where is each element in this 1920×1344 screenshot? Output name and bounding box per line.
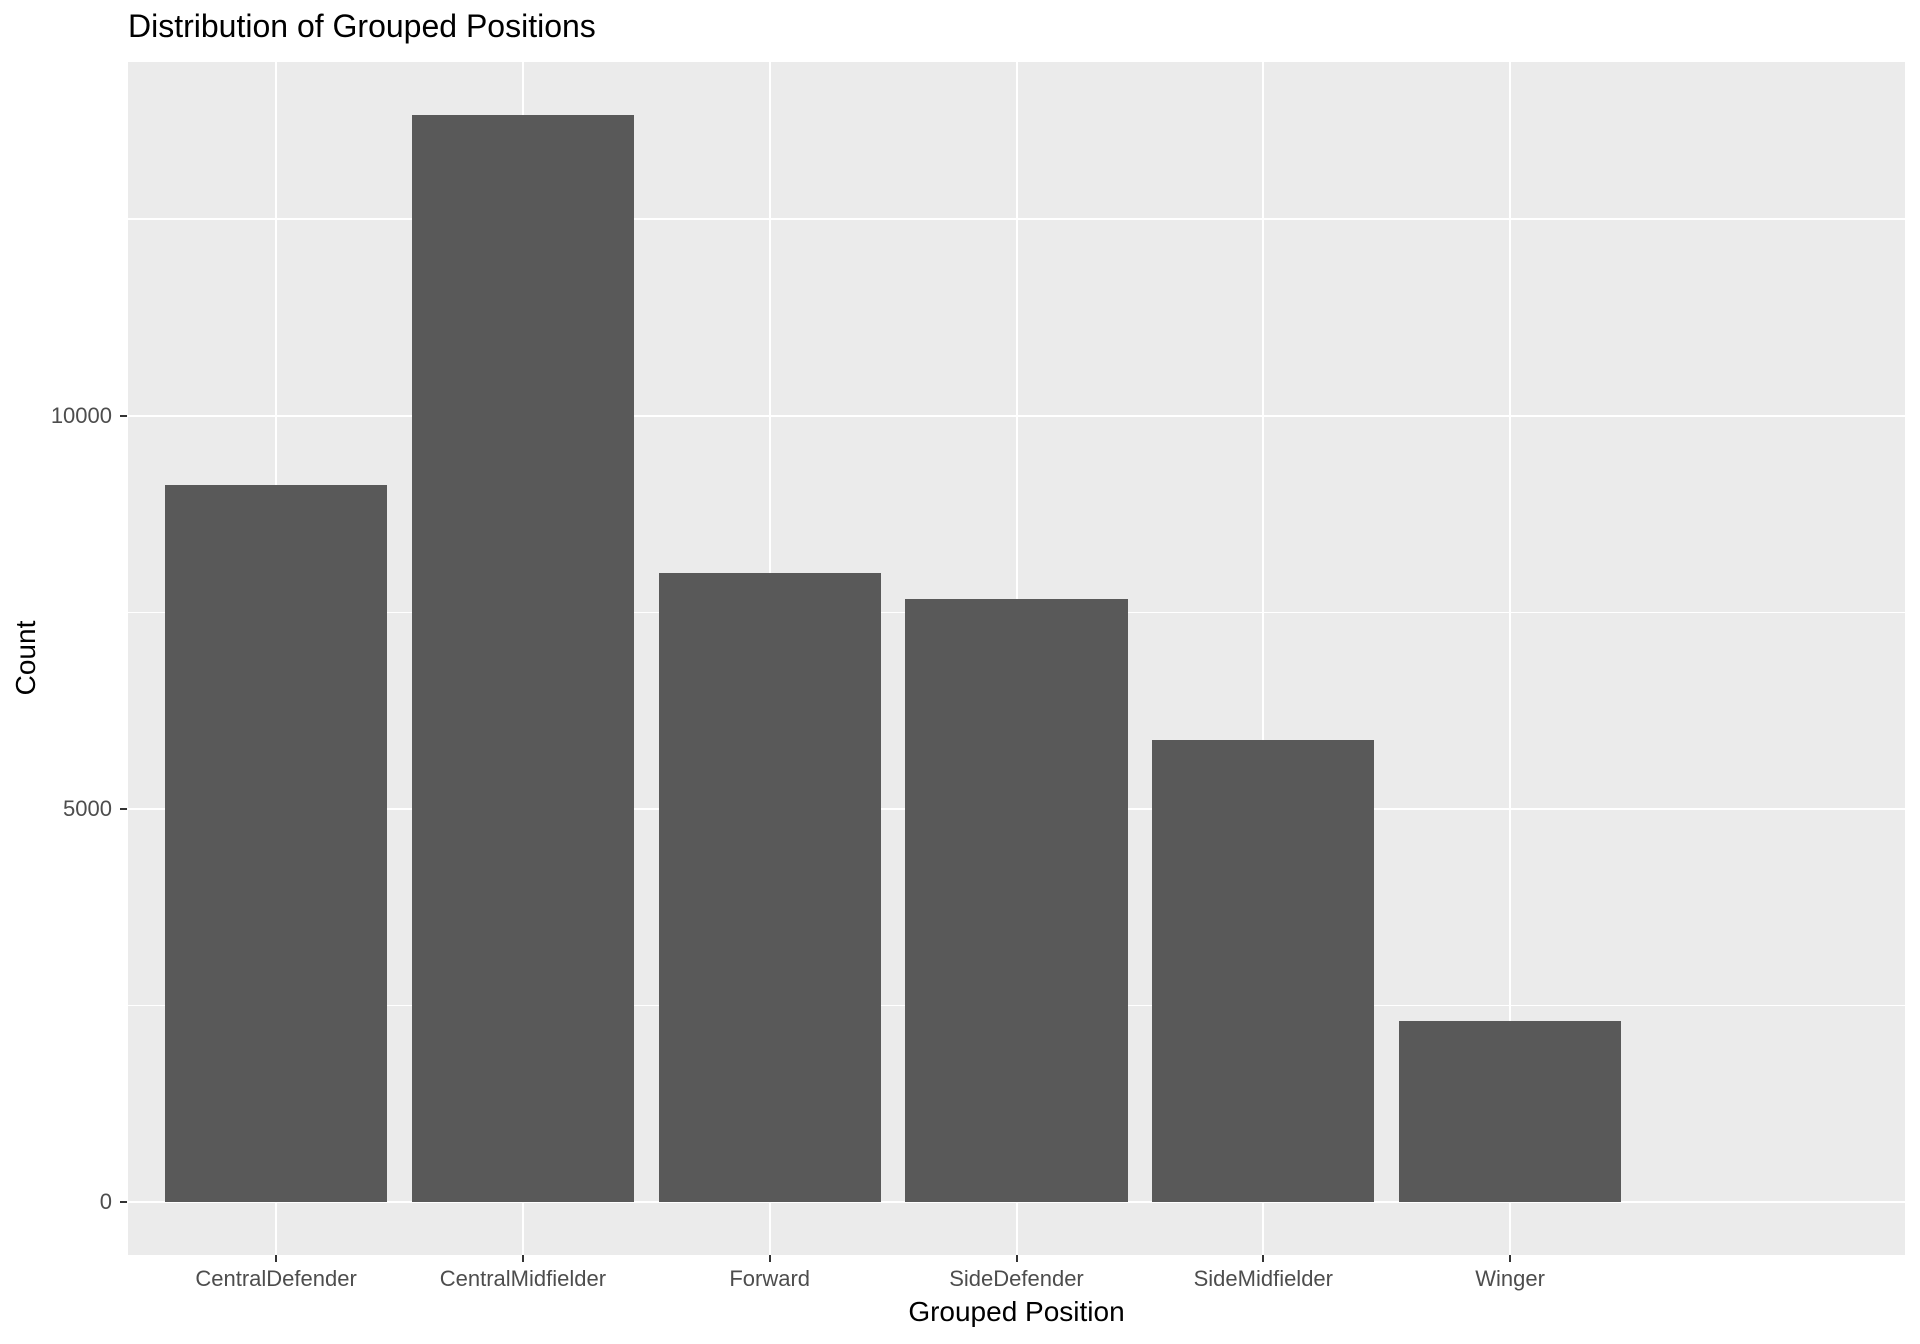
- plot-panel: [128, 62, 1905, 1255]
- x-tick-label: SideMidfielder: [1193, 1266, 1333, 1291]
- bar: [658, 573, 881, 1202]
- x-tick-label: CentralDefender: [195, 1266, 357, 1291]
- y-tick-label: 5000: [63, 795, 112, 821]
- y-tick-mark: [120, 1200, 127, 1203]
- x-tick-label: Winger: [1475, 1266, 1545, 1291]
- y-tick-label: 10000: [50, 402, 112, 428]
- x-tick-label: Forward: [729, 1266, 811, 1291]
- bar: [905, 598, 1128, 1202]
- chart-title: Distribution of Grouped Positions: [128, 8, 596, 44]
- x-tick-label: SideDefender: [949, 1266, 1084, 1291]
- y-tick-mark: [120, 807, 127, 810]
- x-axis-title: Grouped Position: [908, 1296, 1125, 1327]
- v-gridline: [1262, 62, 1265, 1255]
- bar: [1399, 1021, 1622, 1202]
- bar: [1152, 740, 1375, 1202]
- x-tick-mark: [768, 1255, 771, 1262]
- y-tick-label: 0: [99, 1188, 112, 1214]
- y-tick-mark: [120, 414, 127, 417]
- v-gridline: [1509, 62, 1512, 1255]
- x-tick-mark: [275, 1255, 278, 1262]
- x-tick-mark: [1509, 1255, 1512, 1262]
- y-axis-title: Count: [10, 620, 41, 696]
- x-tick-mark: [521, 1255, 524, 1262]
- bar: [165, 484, 388, 1202]
- x-tick-mark: [1015, 1255, 1018, 1262]
- bar: [411, 115, 634, 1202]
- x-tick-label: CentralMidfielder: [439, 1266, 607, 1291]
- x-tick-mark: [1262, 1255, 1265, 1262]
